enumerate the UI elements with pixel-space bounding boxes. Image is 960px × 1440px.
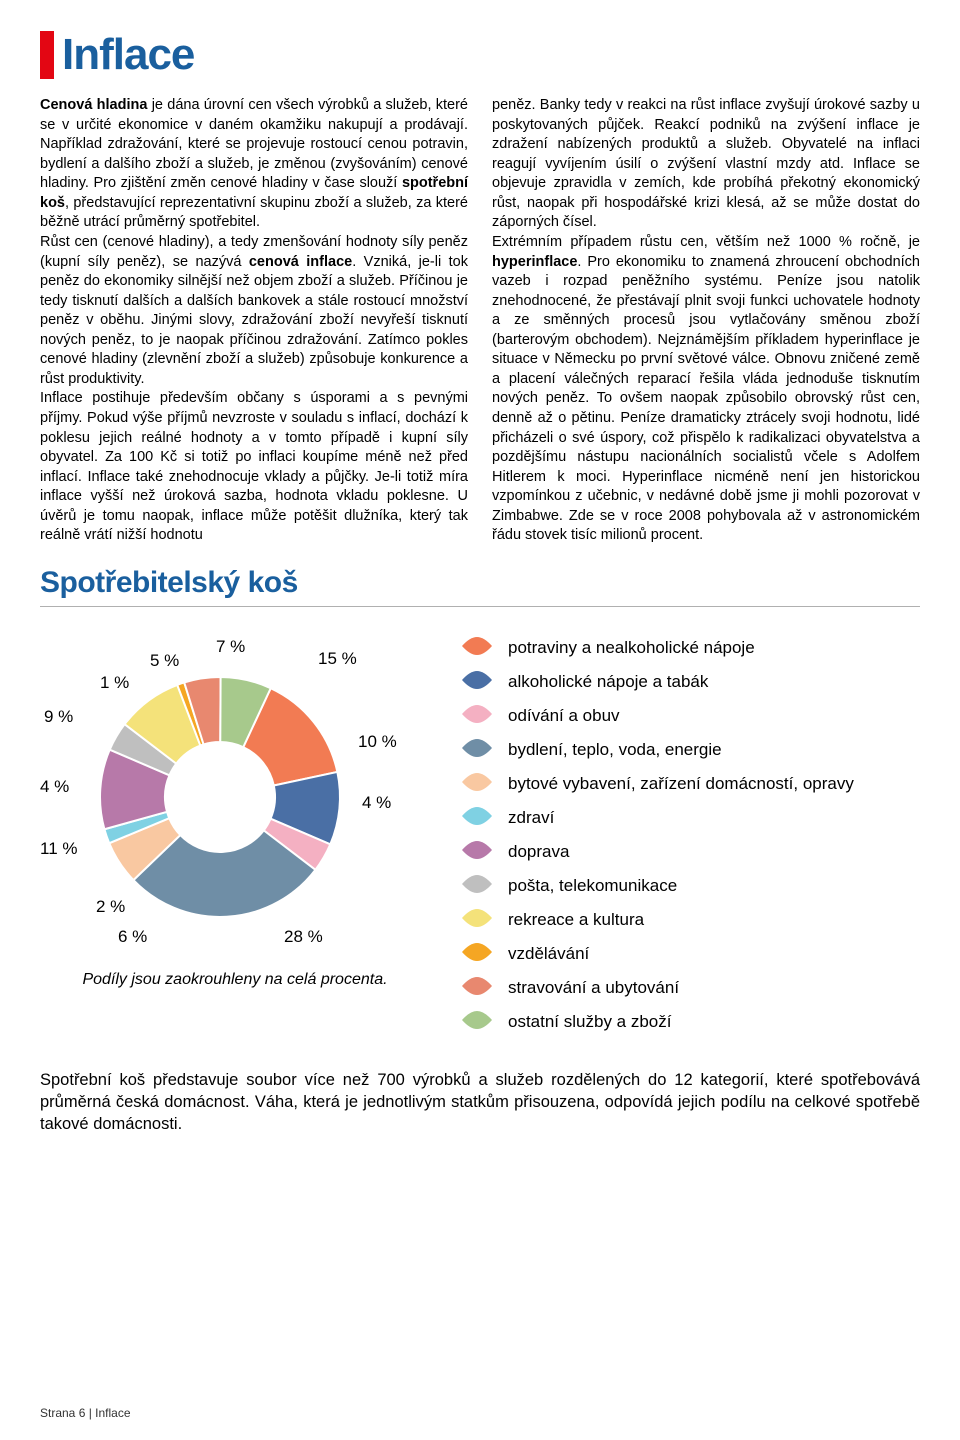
legend-swatch-icon [460,875,494,898]
slice-label: 1 % [100,673,129,693]
legend-label: rekreace a kultura [508,910,644,930]
horizontal-rule [40,606,920,607]
slice-label: 5 % [150,651,179,671]
slice-label: 28 % [284,927,323,947]
legend-swatch-icon [460,943,494,966]
slice-label: 11 % [40,839,78,859]
legend-item: rekreace a kultura [460,909,920,932]
chart-note: Podíly jsou zaokrouhleny na celá procent… [40,971,430,989]
legend: potraviny a nealkoholické nápoje alkohol… [460,627,920,1045]
column-2: peněz. Banky tedy v reakci na růst infla… [492,96,920,546]
title-row: Inflace [40,30,920,80]
slice-label: 7 % [216,637,245,657]
legend-item: vzdělávání [460,943,920,966]
body-columns: Cenová hladina je dána úrovní cen všech … [40,96,920,546]
legend-label: potraviny a nealkoholické nápoje [508,638,755,658]
legend-label: doprava [508,842,569,862]
legend-label: alkoholické nápoje a tabák [508,672,708,692]
chart-column: 15 % 10 % 4 % 28 % 6 % 2 % 11 % 4 % 9 % 1 % 5 % 7 %… [40,627,430,989]
slice-label: 10 % [358,732,397,752]
legend-swatch-icon [460,637,494,660]
column-1: Cenová hladina je dána úrovní cen všech … [40,96,468,546]
legend-swatch-icon [460,807,494,830]
slice-label: 4 % [362,793,391,813]
legend-swatch-icon [460,841,494,864]
page-footer: Strana 6 | Inflace [40,1406,131,1420]
donut-chart: 15 % 10 % 4 % 28 % 6 % 2 % 11 % 4 % 9 % 1 % 5 % 7 % [40,627,400,967]
legend-item: bydlení, teplo, voda, energie [460,739,920,762]
legend-item: doprava [460,841,920,864]
chart-section: 15 % 10 % 4 % 28 % 6 % 2 % 11 % 4 % 9 % 1 % 5 % 7 %… [40,627,920,1045]
slice-label: 15 % [318,649,357,669]
legend-swatch-icon [460,773,494,796]
legend-swatch-icon [460,977,494,1000]
page-title: Inflace [62,30,194,80]
slice-label: 2 % [96,897,125,917]
legend-label: bydlení, teplo, voda, energie [508,740,722,760]
legend-item: pošta, telekomunikace [460,875,920,898]
legend-item: odívání a obuv [460,705,920,728]
legend-item: zdraví [460,807,920,830]
accent-block [40,31,54,79]
legend-item: ostatní služby a zboží [460,1011,920,1034]
slice-label: 6 % [118,927,147,947]
legend-label: pošta, telekomunikace [508,876,677,896]
subtitle: Spotřebitelský koš [40,566,920,600]
legend-swatch-icon [460,909,494,932]
legend-item: alkoholické nápoje a tabák [460,671,920,694]
slice-label: 9 % [44,707,73,727]
bottom-paragraph: Spotřební koš představuje soubor více ne… [40,1069,920,1136]
legend-item: potraviny a nealkoholické nápoje [460,637,920,660]
legend-swatch-icon [460,705,494,728]
donut-svg [40,627,400,967]
legend-label: ostatní služby a zboží [508,1012,671,1032]
legend-swatch-icon [460,739,494,762]
slice-label: 4 % [40,777,69,797]
legend-item: stravování a ubytování [460,977,920,1000]
legend-swatch-icon [460,1011,494,1034]
legend-label: odívání a obuv [508,706,620,726]
legend-item: bytové vybavení, zařízení domácností, op… [460,773,920,796]
legend-label: bytové vybavení, zařízení domácností, op… [508,774,854,794]
legend-label: vzdělávání [508,944,589,964]
legend-label: stravování a ubytování [508,978,679,998]
legend-swatch-icon [460,671,494,694]
legend-label: zdraví [508,808,554,828]
